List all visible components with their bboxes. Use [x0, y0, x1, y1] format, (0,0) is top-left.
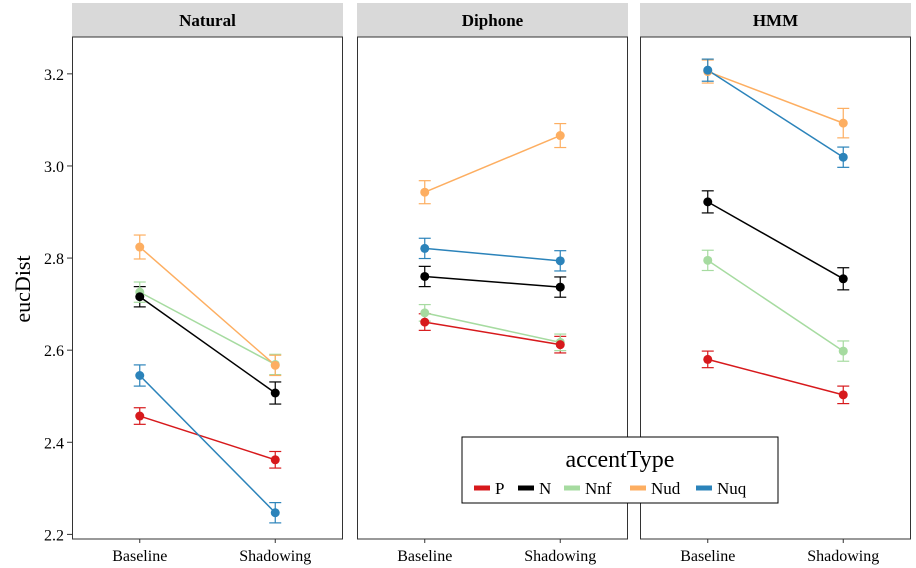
y-axis-label: eucDist [10, 255, 35, 322]
y-tick-label: 2.6 [44, 343, 64, 360]
y-tick-label: 3.2 [44, 67, 64, 84]
data-point-nud [270, 360, 280, 370]
data-point-nud [555, 131, 565, 141]
series-line [139, 296, 276, 394]
data-point-n [703, 197, 713, 207]
series-line [139, 415, 276, 461]
series-line [139, 246, 276, 366]
x-tick-label: Shadowing [239, 548, 311, 565]
x-tick-label: Shadowing [524, 548, 596, 565]
data-point-nud [420, 187, 430, 197]
data-point-p [703, 354, 713, 364]
data-point-nnf [420, 308, 430, 318]
data-point-n [270, 388, 280, 398]
y-axis: 2.2 2.4 2.6 2.8 3.0 3.2 [44, 67, 72, 544]
data-point-n [555, 282, 565, 292]
legend-label-n: N [539, 479, 551, 498]
panel-strip [640, 3, 911, 37]
data-point-p [135, 411, 145, 421]
data-point-nnf [838, 346, 848, 356]
data-point-n [135, 292, 145, 302]
x-tick-label: Baseline [112, 548, 167, 565]
data-point-nud [838, 118, 848, 128]
data-point-nuq [420, 243, 430, 253]
data-point-nud [135, 242, 145, 252]
x-tick-label: Baseline [397, 548, 452, 565]
legend: accentType P N Nnf Nud Nuq [461, 436, 779, 504]
x-tick-label: Baseline [680, 548, 735, 565]
series-line [424, 321, 561, 346]
y-tick-label: 2.4 [44, 435, 64, 452]
data-point-nnf [703, 255, 713, 265]
data-point-n [838, 274, 848, 284]
data-point-nuq [555, 256, 565, 266]
x-tick-label: Shadowing [807, 548, 879, 565]
legend-label-nnf: Nnf [585, 479, 612, 498]
series-line [707, 259, 844, 352]
panel-title: HMM [753, 11, 798, 30]
series-nuq [133, 364, 282, 524]
series-line [707, 70, 844, 124]
series-line [424, 275, 561, 288]
panel-strip [357, 3, 628, 37]
legend-label-nuq: Nuq [717, 479, 747, 498]
series-line [424, 134, 561, 193]
data-point-nuq [135, 371, 145, 381]
y-tick-label: 2.8 [44, 251, 64, 268]
y-tick-label: 2.2 [44, 527, 64, 544]
panel-title: Diphone [462, 11, 524, 30]
series-line [139, 291, 276, 366]
panel-title: Natural [179, 11, 236, 30]
series-line [139, 374, 276, 514]
data-point-nuq [703, 65, 713, 75]
y-tick-label: 3.0 [44, 159, 64, 176]
data-point-nuq [838, 152, 848, 162]
series-line [424, 312, 561, 344]
series-nud [133, 234, 282, 377]
panel-strip [72, 3, 343, 37]
legend-title: accentType [566, 447, 675, 473]
panel-border [72, 36, 343, 540]
series-line [424, 247, 561, 262]
data-point-p [838, 390, 848, 400]
data-point-p [420, 317, 430, 327]
legend-label-p: P [495, 479, 504, 498]
data-point-p [270, 455, 280, 465]
legend-box [461, 436, 779, 504]
series-line [707, 69, 844, 158]
series-line [707, 358, 844, 396]
data-point-p [555, 340, 565, 350]
series-line [707, 201, 844, 280]
legend-label-nud: Nud [651, 479, 681, 498]
panel-natural: Natural Baseline Shadowing [72, 3, 343, 565]
data-point-nuq [270, 508, 280, 518]
data-point-n [420, 271, 430, 281]
